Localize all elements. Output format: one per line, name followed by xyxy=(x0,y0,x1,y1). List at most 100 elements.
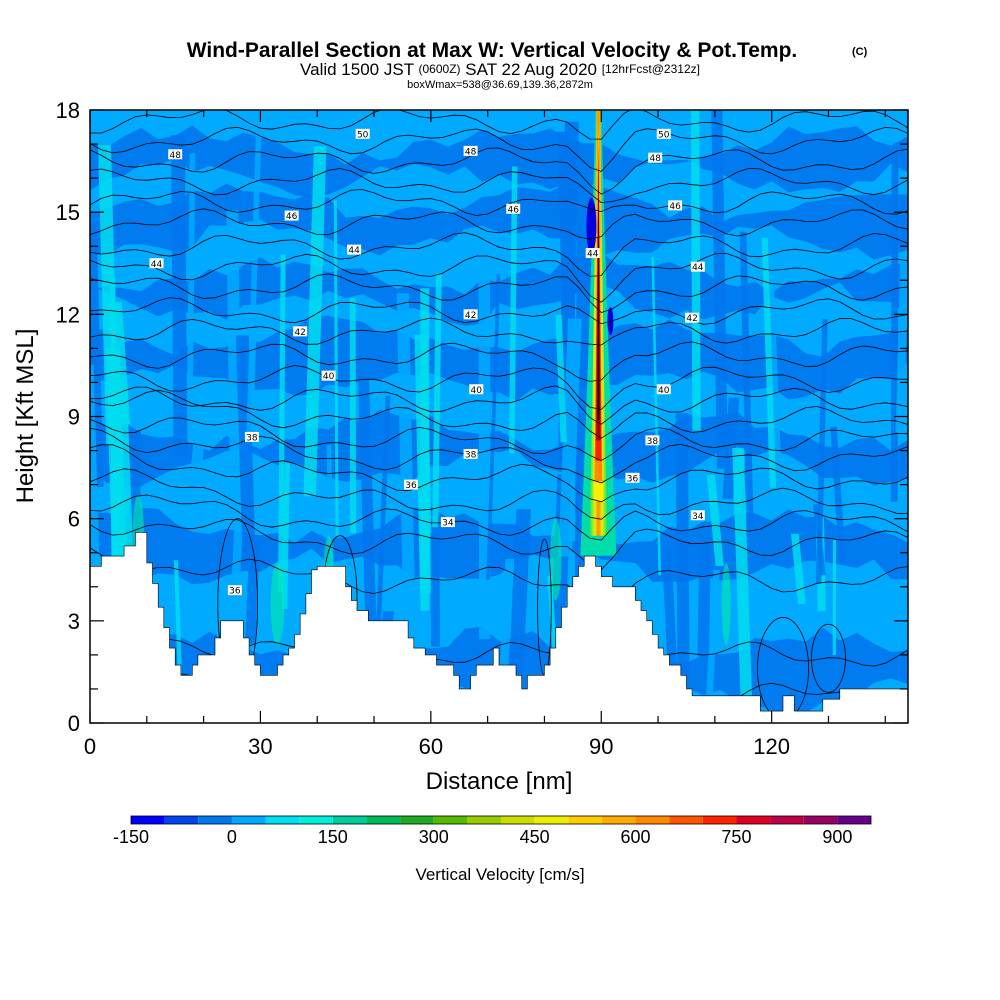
x-tick-label: 60 xyxy=(419,734,443,759)
velocity-streak xyxy=(704,569,720,718)
colorbar xyxy=(130,815,872,825)
theta-label-box xyxy=(347,244,362,255)
subtitle-valid-time: Valid 1500 JST xyxy=(300,60,414,79)
y-tick-label: 9 xyxy=(68,405,80,430)
velocity-field xyxy=(90,110,908,721)
theta-contour xyxy=(90,126,908,172)
theta-contour xyxy=(90,208,908,240)
theta-contour xyxy=(90,273,908,313)
velocity-streak xyxy=(706,474,724,567)
theta-contour xyxy=(90,385,908,425)
theta-label: 44 xyxy=(347,244,362,256)
theta-label: 48 xyxy=(168,149,183,161)
downdraft-band xyxy=(90,125,908,198)
x-tick-label: 30 xyxy=(248,734,272,759)
theta-label: 46 xyxy=(668,200,683,212)
subtitle-date: SAT 22 Aug 2020 xyxy=(465,60,597,79)
velocity-streak xyxy=(791,533,806,604)
theta-label: 44 xyxy=(690,261,705,273)
theta-label-box xyxy=(227,585,242,596)
theta-label: 38 xyxy=(463,448,478,460)
theta-label-text: 38 xyxy=(465,450,477,460)
theta-label-text: 36 xyxy=(627,474,639,484)
colorbar-label: Vertical Velocity [cm/s] xyxy=(415,865,584,884)
theta-label-box xyxy=(293,326,308,337)
velocity-streak xyxy=(832,540,837,655)
theta-contour xyxy=(90,317,908,346)
velocity-streak xyxy=(509,166,518,454)
weak-updraft-patch xyxy=(270,562,285,645)
velocity-streak xyxy=(349,298,356,534)
velocity-streak xyxy=(90,364,101,610)
theta-label-box xyxy=(690,261,705,272)
velocity-streak xyxy=(187,153,196,421)
theta-label-box xyxy=(668,200,683,211)
velocity-streak xyxy=(761,237,777,488)
theta-label-text: 46 xyxy=(286,212,298,222)
theta-contour-labels: 50 50 48 48 48 46 46 46 44 44 44 44 42 42 42 40 40 40 38 38… xyxy=(149,128,705,597)
velocity-streak xyxy=(767,274,783,508)
y-tick-label: 6 xyxy=(68,507,80,532)
theta-label-box xyxy=(284,210,299,221)
velocity-streak xyxy=(816,319,828,584)
velocity-streak xyxy=(830,426,846,564)
y-tick-label: 12 xyxy=(56,302,80,327)
colorbar-swatch xyxy=(164,816,199,824)
theta-label-text: 36 xyxy=(229,587,241,597)
theta-label: 34 xyxy=(440,517,455,529)
velocity-streak xyxy=(895,263,908,433)
theta-label-text: 38 xyxy=(647,437,659,447)
theta-label: 42 xyxy=(293,326,308,338)
theta-label: 44 xyxy=(585,248,600,260)
theta-label-box xyxy=(506,203,521,214)
theta-label-box xyxy=(321,370,336,381)
theta-label-box xyxy=(244,431,259,442)
velocity-streak xyxy=(235,335,256,562)
velocity-streak xyxy=(432,273,442,528)
theta-label-text: 40 xyxy=(658,386,670,396)
colorbar-swatch xyxy=(231,816,266,824)
theta-label: 40 xyxy=(469,384,484,396)
colorbar-swatch xyxy=(198,816,232,824)
theta-label: 38 xyxy=(244,431,259,443)
theta-contour xyxy=(90,232,908,277)
theta-contour xyxy=(90,167,908,204)
theta-label: 50 xyxy=(656,128,671,140)
theta-label: 34 xyxy=(690,510,705,522)
velocity-streak xyxy=(697,543,711,657)
updraft-core xyxy=(580,110,617,556)
weak-updraft-patch xyxy=(550,518,562,601)
weak-updraft-patch xyxy=(721,562,731,645)
plot-area: 50 50 48 48 48 46 46 46 44 44 44 44 42 42 42 40 40 40 38 38… xyxy=(90,110,908,723)
velocity-streak xyxy=(303,146,327,497)
theta-label-text: 36 xyxy=(405,481,417,491)
theta-label-text: 42 xyxy=(294,328,305,338)
theta-label-text: 46 xyxy=(507,205,519,215)
velocity-streak xyxy=(98,145,120,445)
velocity-streak xyxy=(739,231,754,528)
subtitle-zulu-time: (0600Z) xyxy=(419,62,461,76)
colorbar-swatch xyxy=(837,816,871,824)
theta-label-text: 42 xyxy=(686,314,697,324)
colorbar-swatch xyxy=(601,816,636,824)
updraft-peak xyxy=(597,164,600,420)
theta-label-box xyxy=(355,128,370,139)
theta-label: 46 xyxy=(284,210,299,222)
theta-label: 40 xyxy=(321,370,336,382)
theta-label-box xyxy=(656,384,671,395)
velocity-streak xyxy=(173,560,183,687)
y-axis-label: Height [Kft MSL] xyxy=(12,329,39,504)
theta-label-box xyxy=(690,510,705,521)
colorbar-swatch xyxy=(770,816,804,824)
theta-label: 36 xyxy=(403,479,418,491)
colorbar-swatch xyxy=(332,816,367,824)
velocity-streak xyxy=(333,200,339,537)
downdraft-band xyxy=(90,183,908,260)
colorbar-tick-label: 150 xyxy=(318,827,348,847)
velocity-streak xyxy=(498,558,515,683)
velocity-streak xyxy=(711,110,728,469)
theta-contour xyxy=(90,341,908,382)
theta-contour xyxy=(90,297,908,325)
colorbar-tick-label: 750 xyxy=(721,827,751,847)
theta-contour xyxy=(90,444,908,503)
